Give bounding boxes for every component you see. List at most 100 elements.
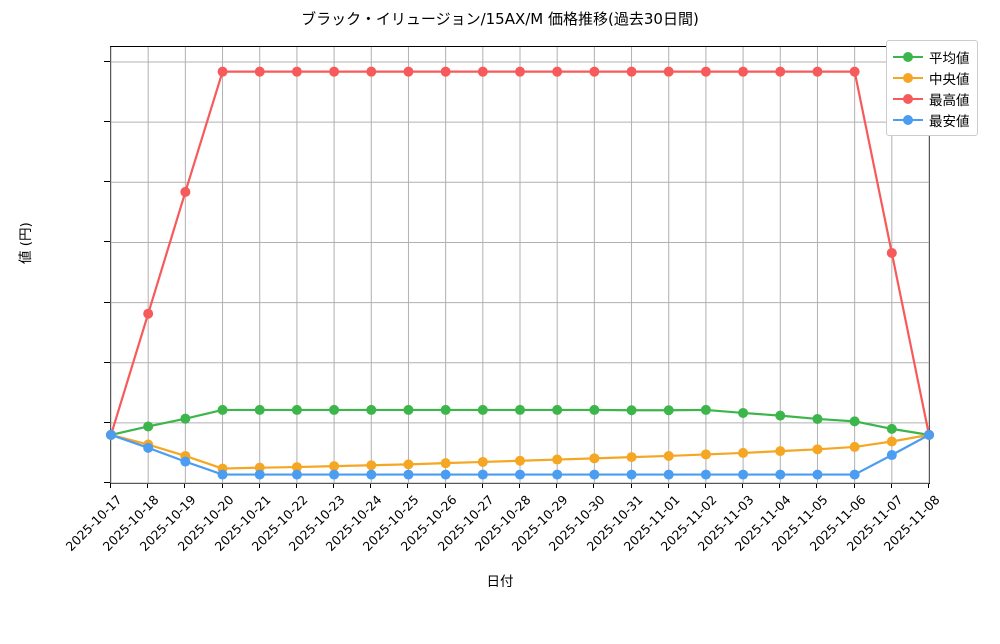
data-point-marker [552, 454, 563, 465]
price-history-chart-figure: ブラック・イリュージョン/15AX/M 価格推移(過去30日間) 値 (円) 日… [18, 10, 978, 590]
data-point-marker [254, 469, 265, 480]
data-point-marker [775, 469, 786, 480]
x-tick-mark [407, 482, 409, 488]
data-point-marker [886, 247, 897, 258]
data-point-marker [329, 461, 340, 472]
data-point-marker [738, 469, 749, 480]
data-point-marker [626, 469, 637, 480]
x-tick-mark [556, 482, 558, 488]
x-tick-mark [110, 482, 111, 488]
y-tick-mark [104, 121, 110, 123]
y-tick-mark [104, 61, 110, 63]
legend-item-1[interactable]: 中央値 [893, 67, 970, 88]
data-point-marker [440, 66, 451, 77]
legend-label: 平均値 [929, 50, 970, 67]
data-point-marker [217, 66, 228, 77]
x-axis-label: 日付 [486, 574, 514, 590]
x-tick-mark [853, 482, 855, 488]
data-point-marker [626, 452, 637, 463]
data-point-marker [924, 429, 934, 440]
x-tick-mark [481, 482, 483, 488]
data-point-marker [477, 469, 488, 480]
data-point-marker [663, 405, 674, 416]
chart-legend: 平均値中央値 最高値 最安値 [886, 40, 978, 136]
data-point-marker [217, 404, 228, 415]
data-point-marker [812, 444, 823, 455]
x-tick-mark [667, 482, 669, 488]
x-tick-mark [630, 482, 632, 488]
data-point-marker [143, 442, 154, 453]
data-point-marker [552, 66, 563, 77]
legend-item-0[interactable]: 平均値 [893, 46, 970, 67]
data-point-marker [403, 459, 414, 470]
plot-area [106, 46, 934, 484]
data-point-marker [180, 413, 191, 424]
legend-item-2[interactable]: 最高値 [893, 88, 970, 109]
data-point-marker [700, 404, 711, 415]
data-point-marker [812, 66, 823, 77]
y-tick-mark [104, 361, 110, 363]
data-point-marker [849, 416, 860, 427]
legend-label: 中央値 [929, 71, 970, 88]
x-tick-mark [519, 482, 520, 488]
data-point-marker [849, 66, 860, 77]
data-point-marker [403, 404, 414, 415]
data-point-marker [366, 460, 377, 471]
data-point-marker [738, 447, 749, 458]
data-point-marker [589, 66, 600, 77]
data-point-marker [143, 421, 154, 432]
data-point-marker [552, 469, 563, 480]
data-point-marker [440, 458, 451, 469]
data-point-marker [515, 404, 525, 415]
data-point-marker [366, 404, 377, 415]
data-point-marker [812, 413, 823, 424]
data-point-marker [106, 429, 116, 440]
data-point-marker [515, 455, 525, 466]
data-point-marker [477, 66, 488, 77]
y-tick-mark [104, 482, 110, 483]
data-point-marker [849, 469, 860, 480]
data-point-marker [217, 469, 228, 480]
data-point-marker [143, 308, 154, 319]
x-tick-mark [147, 482, 149, 488]
data-point-marker [663, 450, 674, 461]
x-tick-mark [593, 482, 595, 488]
data-point-marker [254, 66, 265, 77]
data-point-marker [849, 441, 860, 452]
data-point-marker [626, 66, 637, 77]
x-tick-mark [779, 482, 781, 488]
data-point-marker [403, 66, 414, 77]
y-tick-mark [104, 421, 110, 423]
x-tick-mark [258, 482, 260, 488]
data-point-marker [291, 404, 302, 415]
data-point-marker [291, 469, 302, 480]
data-point-marker [552, 404, 563, 415]
data-point-marker [812, 469, 823, 480]
legend-item-3[interactable]: 最安値 [893, 109, 970, 130]
data-point-marker [254, 404, 265, 415]
chart-title: ブラック・イリュージョン/15AX/M 価格推移(過去30日間) [301, 10, 699, 28]
x-tick-mark [444, 482, 446, 488]
data-point-marker [329, 469, 340, 480]
x-tick-mark [816, 482, 818, 488]
data-point-marker [477, 404, 488, 415]
data-point-marker [738, 66, 749, 77]
data-point-marker [254, 462, 265, 473]
data-point-marker [589, 404, 600, 415]
y-tick-mark [104, 181, 110, 183]
data-point-marker [775, 410, 786, 421]
y-tick-mark [104, 301, 110, 303]
x-tick-mark [704, 482, 706, 488]
data-point-marker [180, 186, 191, 197]
data-point-marker [291, 462, 302, 473]
data-point-marker [440, 469, 451, 480]
legend-swatch-icon [893, 50, 923, 64]
data-series-layer [106, 66, 934, 480]
data-point-marker [663, 469, 674, 480]
legend-swatch-icon [893, 113, 923, 127]
x-tick-mark [333, 482, 335, 488]
data-point-marker [775, 446, 786, 457]
data-point-marker [700, 66, 711, 77]
data-point-marker [329, 404, 340, 415]
data-point-marker [366, 469, 377, 480]
